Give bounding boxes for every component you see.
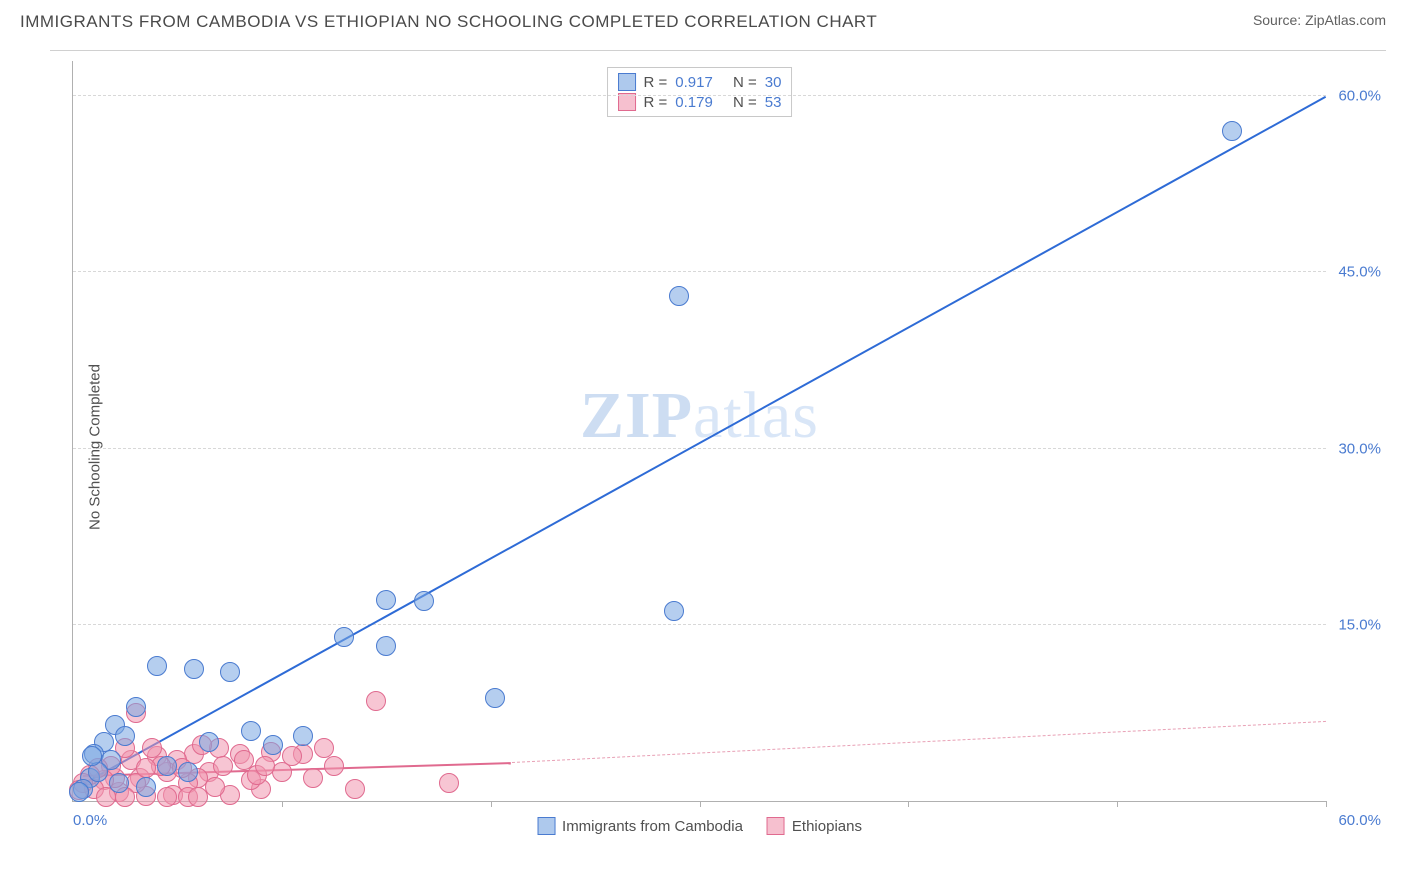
stats-n-label: N =: [733, 74, 757, 91]
scatter-point-blue: [109, 773, 129, 793]
scatter-point-pink: [205, 777, 225, 797]
scatter-point-blue: [82, 746, 102, 766]
watermark-zip: ZIP: [580, 379, 693, 452]
scatter-point-blue: [126, 697, 146, 717]
scatter-point-pink: [324, 756, 344, 776]
x-tick-mark: [1326, 801, 1327, 807]
stats-n-value: 30: [765, 74, 782, 91]
scatter-point-blue: [184, 659, 204, 679]
legend-item-pink: Ethiopians: [767, 817, 862, 835]
swatch-blue-icon: [537, 817, 555, 835]
scatter-point-pink: [366, 691, 386, 711]
y-tick-label: 60.0%: [1338, 88, 1381, 105]
scatter-point-pink: [345, 779, 365, 799]
scatter-point-blue: [664, 601, 684, 621]
scatter-point-pink: [439, 773, 459, 793]
trendline-blue: [83, 96, 1327, 785]
scatter-point-pink: [188, 787, 208, 807]
gridline-horizontal: [73, 95, 1326, 96]
scatter-point-blue: [485, 688, 505, 708]
scatter-point-blue: [136, 777, 156, 797]
scatter-point-blue: [178, 762, 198, 782]
scatter-point-blue: [669, 286, 689, 306]
legend-label: Immigrants from Cambodia: [562, 818, 743, 835]
y-tick-label: 45.0%: [1338, 264, 1381, 281]
legend-item-blue: Immigrants from Cambodia: [537, 817, 743, 835]
scatter-point-blue: [241, 721, 261, 741]
stats-r-value: 0.917: [675, 74, 713, 91]
y-tick-label: 30.0%: [1338, 440, 1381, 457]
stats-r-label: R =: [644, 74, 668, 91]
legend-label: Ethiopians: [792, 818, 862, 835]
scatter-point-blue: [220, 662, 240, 682]
scatter-point-pink: [282, 746, 302, 766]
scatter-point-blue: [414, 591, 434, 611]
swatch-pink-icon: [767, 817, 785, 835]
y-tick-label: 15.0%: [1338, 616, 1381, 633]
stats-row-blue: R = 0.917 N = 30: [618, 72, 782, 92]
scatter-point-pink: [213, 756, 233, 776]
scatter-point-pink: [303, 768, 323, 788]
x-tick-mark: [282, 801, 283, 807]
x-tick-mark: [700, 801, 701, 807]
x-tick-mark: [1117, 801, 1118, 807]
scatter-point-pink: [136, 758, 156, 778]
swatch-blue-icon: [618, 73, 636, 91]
scatter-point-blue: [376, 590, 396, 610]
chart-source: Source: ZipAtlas.com: [1253, 12, 1386, 28]
x-tick-mark: [908, 801, 909, 807]
scatter-point-pink: [157, 787, 177, 807]
x-tick-label-min: 0.0%: [73, 812, 107, 829]
scatter-point-blue: [376, 636, 396, 656]
chart-header: IMMIGRANTS FROM CAMBODIA VS ETHIOPIAN NO…: [0, 0, 1406, 40]
trendline-pink-dashed: [512, 721, 1326, 763]
scatter-point-blue: [69, 782, 89, 802]
chart-title: IMMIGRANTS FROM CAMBODIA VS ETHIOPIAN NO…: [20, 12, 877, 32]
scatter-point-blue: [115, 726, 135, 746]
scatter-point-blue: [199, 732, 219, 752]
stats-legend: R = 0.917 N = 30 R = 0.179 N = 53: [607, 67, 793, 117]
gridline-horizontal: [73, 271, 1326, 272]
scatter-point-blue: [147, 656, 167, 676]
gridline-horizontal: [73, 448, 1326, 449]
scatter-point-pink: [255, 756, 275, 776]
watermark-atlas: atlas: [693, 379, 819, 452]
plot-area: ZIPatlas R = 0.917 N = 30 R = 0.179 N = …: [72, 61, 1326, 802]
bottom-legend: Immigrants from Cambodia Ethiopians: [537, 817, 862, 835]
scatter-point-blue: [157, 756, 177, 776]
chart-container: No Schooling Completed ZIPatlas R = 0.91…: [50, 50, 1386, 842]
gridline-horizontal: [73, 624, 1326, 625]
x-tick-mark: [491, 801, 492, 807]
scatter-point-blue: [263, 735, 283, 755]
scatter-point-blue: [293, 726, 313, 746]
scatter-point-blue: [334, 627, 354, 647]
x-tick-label-max: 60.0%: [1338, 812, 1381, 829]
scatter-point-blue: [1222, 121, 1242, 141]
